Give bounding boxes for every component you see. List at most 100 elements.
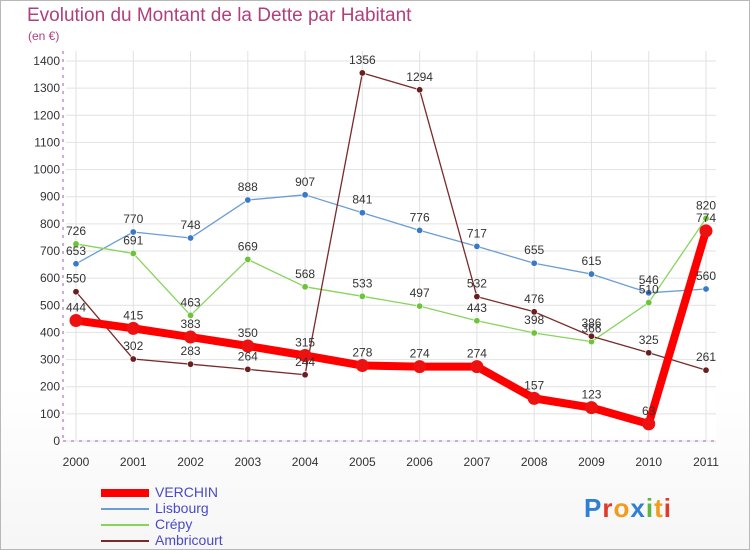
data-point-crpy [187, 311, 195, 319]
data-point-crpy [358, 292, 366, 300]
data-point-lisbourg [72, 260, 80, 268]
data-point-ambricourt [530, 308, 538, 316]
y-tick-label: 700 [40, 244, 60, 258]
data-point-verchin [355, 359, 369, 373]
series-line-verchin [75, 229, 710, 428]
legend-label: VERCHIN [155, 484, 219, 500]
x-tick-label: 2001 [120, 455, 147, 469]
data-label-lisbourg: 888 [238, 180, 258, 194]
data-point-ambricourt [244, 365, 252, 373]
series-line-lisbourg [75, 194, 707, 294]
data-point-lisbourg [587, 270, 595, 278]
data-point-verchin [69, 313, 83, 327]
legend-label: Lisbourg [155, 500, 209, 516]
data-label-lisbourg: 770 [123, 212, 143, 226]
x-tick-label: 2005 [349, 455, 376, 469]
y-tick-label: 900 [40, 190, 60, 204]
data-label-ambricourt: 264 [238, 349, 258, 363]
data-label-verchin: 774 [696, 211, 716, 225]
y-tick-label: 800 [40, 217, 60, 231]
data-point-verchin [184, 330, 198, 344]
data-label-verchin: 444 [66, 300, 86, 314]
legend-swatch [101, 508, 149, 510]
data-label-ambricourt: 550 [66, 272, 86, 286]
data-point-verchin [642, 417, 656, 431]
logo-letter: r [602, 493, 614, 523]
legend-item: VERCHIN [101, 484, 301, 501]
data-point-ambricourt [129, 355, 137, 363]
data-point-verchin [413, 360, 427, 374]
data-point-crpy [129, 249, 137, 257]
data-label-verchin: 350 [238, 326, 258, 340]
y-tick-label: 300 [40, 353, 60, 367]
data-point-lisbourg [301, 191, 309, 199]
data-label-lisbourg: 655 [524, 243, 544, 257]
legend-swatch [101, 489, 149, 497]
data-label-verchin: 278 [352, 346, 372, 360]
data-label-crpy: 398 [524, 313, 544, 327]
logo-letter: x [630, 493, 646, 523]
x-tick-label: 2009 [578, 455, 605, 469]
data-point-ambricourt [72, 288, 80, 296]
logo-letter: i [645, 493, 655, 523]
legend-swatch [101, 540, 149, 542]
data-label-ambricourt: 532 [467, 277, 487, 291]
data-label-verchin: 63 [642, 404, 656, 418]
data-label-verchin: 123 [581, 388, 601, 402]
data-point-lisbourg [187, 234, 195, 242]
x-tick-label: 2002 [177, 455, 204, 469]
y-tick-label: 0 [53, 434, 60, 448]
data-label-crpy: 669 [238, 239, 258, 253]
data-point-lisbourg [129, 228, 137, 236]
data-label-ambricourt: 476 [524, 292, 544, 306]
data-label-lisbourg: 907 [295, 175, 315, 189]
data-point-lisbourg [702, 285, 710, 293]
data-label-ambricourt: 244 [295, 355, 315, 369]
y-tick-label: 1200 [33, 108, 60, 122]
data-point-lisbourg [416, 226, 424, 234]
data-point-ambricourt [587, 332, 595, 340]
data-label-crpy: 510 [639, 283, 659, 297]
data-label-lisbourg: 717 [467, 226, 487, 240]
x-tick-label: 2011 [693, 455, 719, 469]
data-point-lisbourg [473, 242, 481, 250]
data-label-lisbourg: 560 [696, 269, 716, 283]
legend-swatch [101, 524, 149, 526]
data-point-verchin [527, 391, 541, 405]
data-label-lisbourg: 841 [352, 193, 372, 207]
data-point-verchin [241, 339, 255, 353]
data-point-verchin [298, 349, 312, 362]
legend-label: Ambricourt [155, 532, 223, 548]
proxiti-logo: Proxiti [584, 493, 672, 524]
data-label-verchin: 274 [467, 347, 487, 361]
y-tick-label: 1400 [33, 54, 60, 68]
data-point-ambricourt [645, 349, 653, 357]
data-point-lisbourg [530, 259, 538, 267]
data-point-ambricourt [702, 366, 710, 374]
data-point-crpy [301, 283, 309, 291]
data-label-ambricourt: 325 [639, 333, 659, 347]
data-label-crpy: 533 [352, 276, 372, 290]
logo-letter: o [613, 493, 631, 523]
logo-letter: t [654, 493, 664, 523]
series-line-ambricourt [75, 72, 707, 376]
data-label-lisbourg: 776 [410, 210, 430, 224]
unit-label: (en €) [28, 29, 60, 43]
data-point-ambricourt [473, 293, 481, 301]
legend-item: Lisbourg [101, 500, 301, 517]
plot-area [66, 51, 716, 441]
data-point-crpy [530, 329, 538, 337]
x-tick-label: 2003 [234, 455, 261, 469]
data-label-crpy: 820 [696, 198, 716, 212]
data-point-lisbourg [645, 289, 653, 297]
series-line-crpy [75, 218, 707, 343]
chart-title: Evolution du Montant de la Dette par Hab… [27, 5, 412, 26]
legend-item: Ambricourt [101, 532, 301, 549]
y-tick-label: 1100 [34, 135, 60, 149]
data-point-ambricourt [187, 360, 195, 368]
data-label-crpy: 568 [295, 267, 315, 281]
data-label-crpy: 726 [66, 224, 86, 238]
data-point-verchin [470, 360, 484, 374]
data-label-ambricourt: 261 [696, 350, 716, 364]
x-tick-label: 2006 [406, 455, 433, 469]
